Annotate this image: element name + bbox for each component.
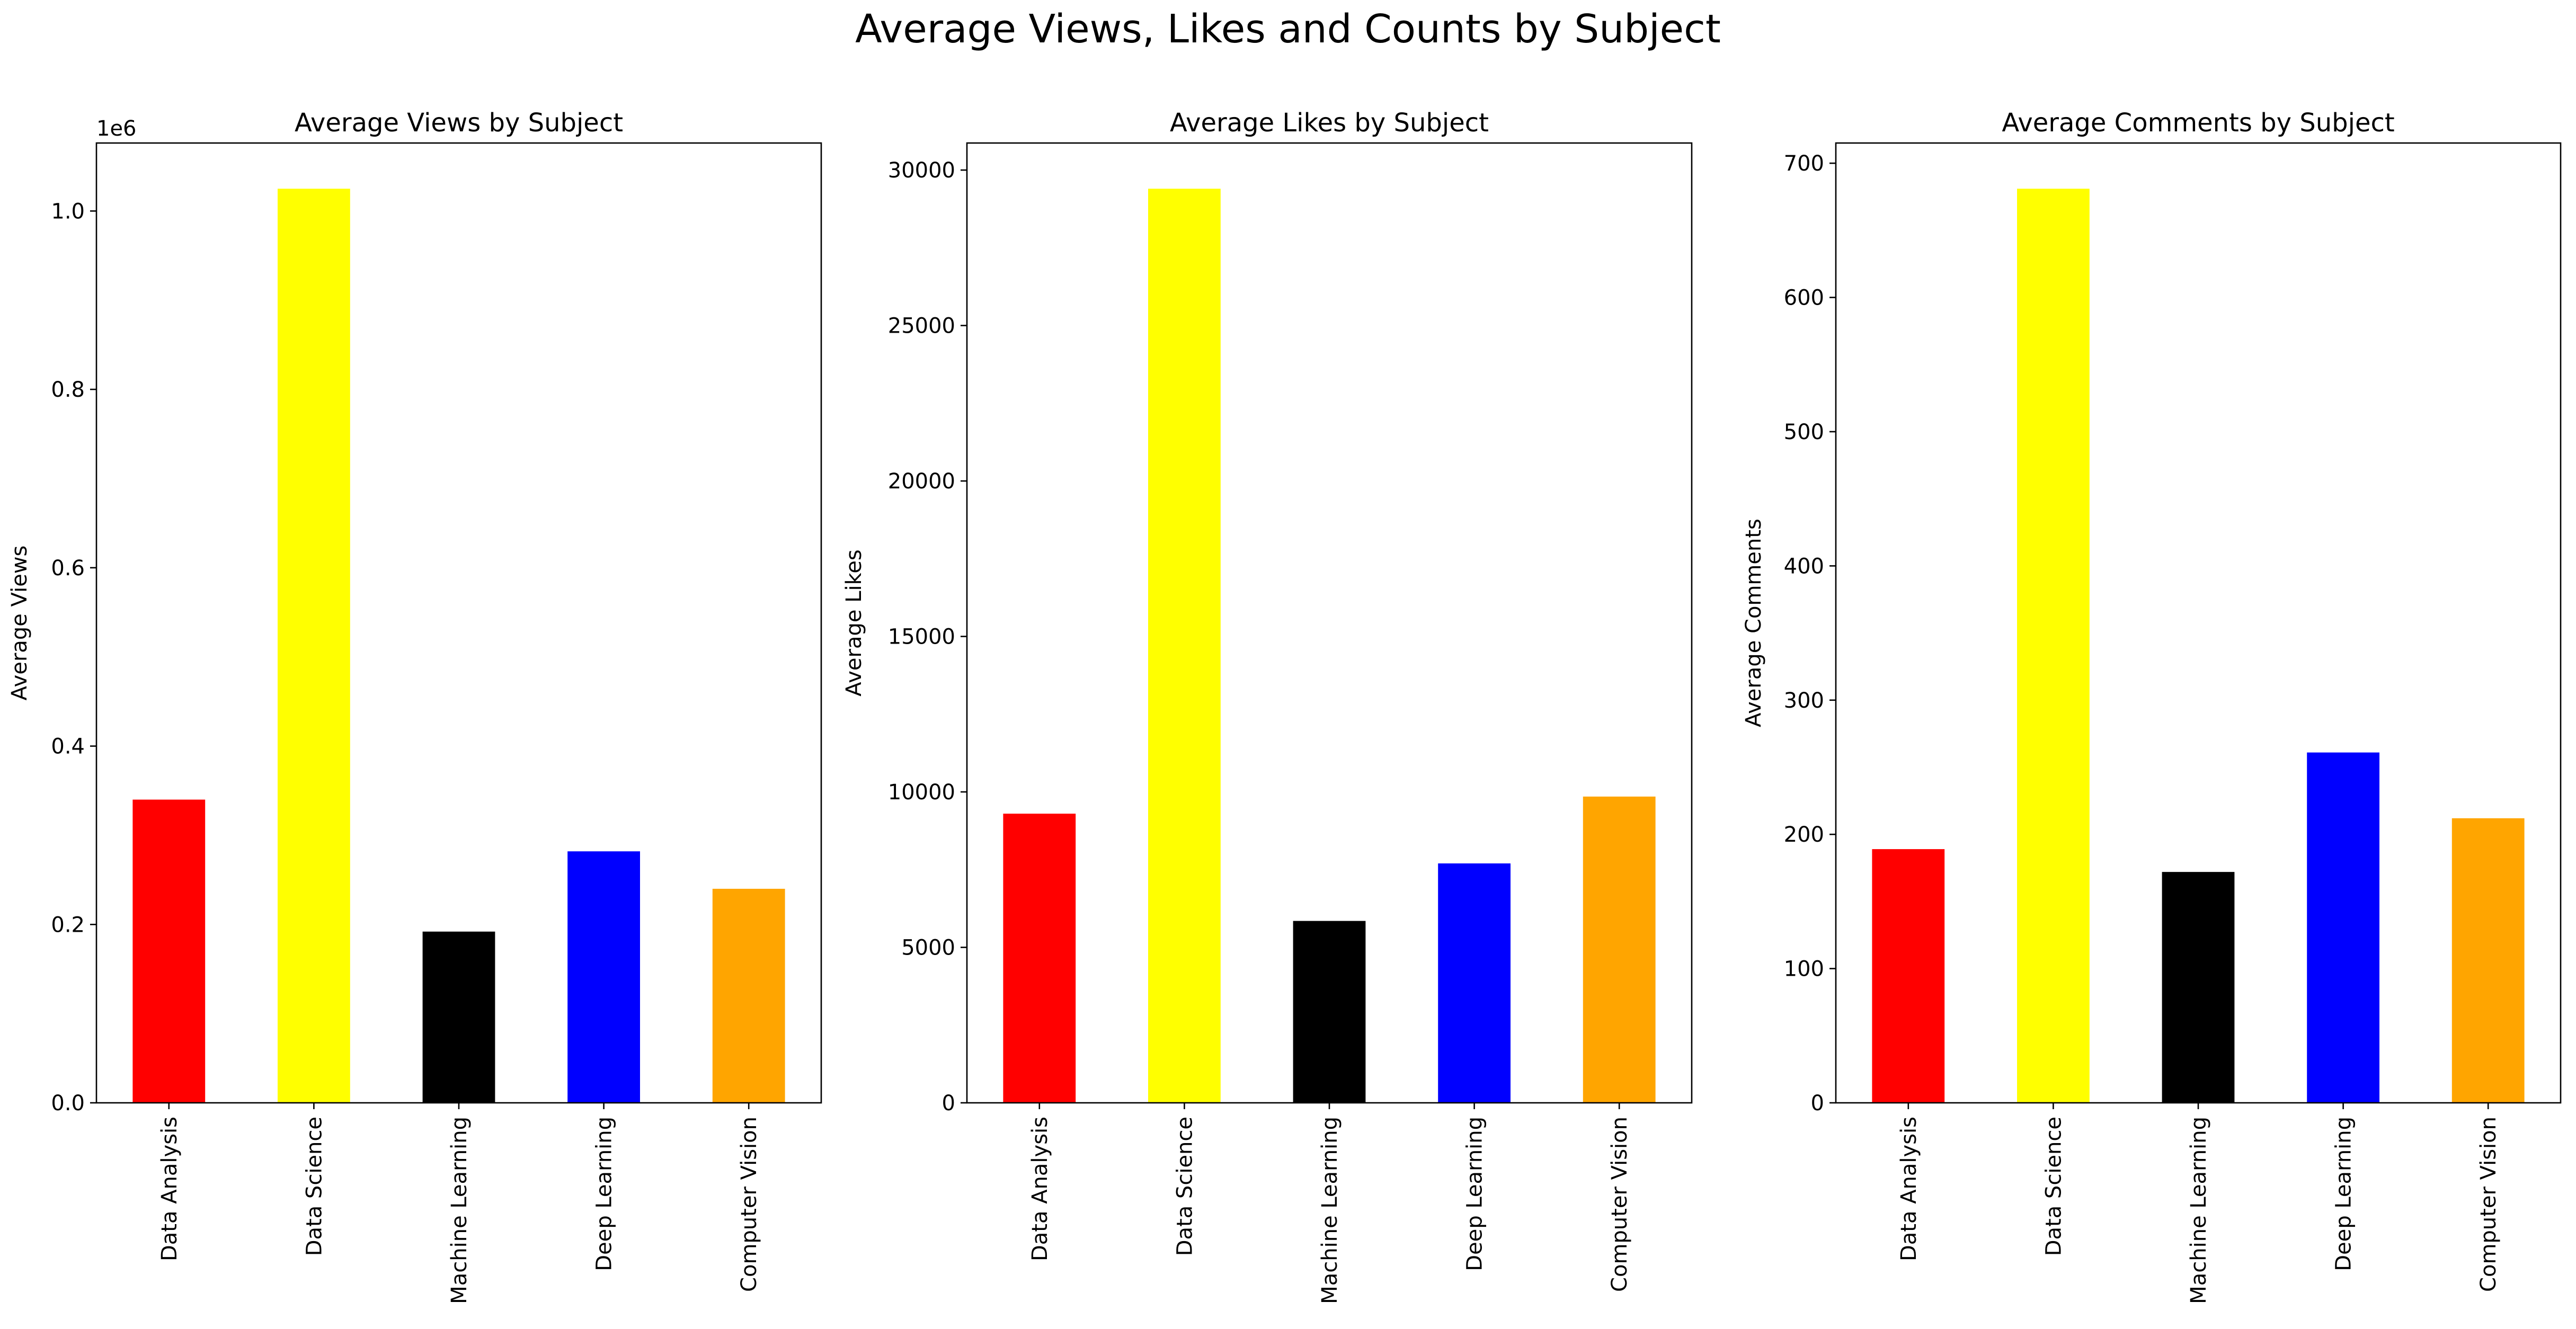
y-tick-label: 0 — [942, 1091, 955, 1116]
y-tick-label: 0.6 — [51, 556, 85, 581]
y-tick-label: 400 — [1784, 554, 1824, 578]
bar-machine-learning — [422, 931, 495, 1103]
y-tick-label: 300 — [1784, 689, 1824, 713]
x-tick-label-deep-learning: Deep Learning — [2332, 1117, 2356, 1271]
bar-deep-learning — [2307, 752, 2379, 1103]
bar-data-science — [2017, 189, 2090, 1103]
y-tick-label: 0 — [1811, 1091, 1824, 1116]
x-tick-label-data-analysis: Data Analysis — [1897, 1117, 1921, 1261]
subplot-title: Average Views by Subject — [295, 108, 623, 138]
y-tick-label: 15000 — [888, 625, 955, 649]
bar-deep-learning — [567, 851, 640, 1103]
bar-machine-learning — [1293, 921, 1366, 1103]
x-tick-label-data-analysis: Data Analysis — [157, 1117, 182, 1261]
y-tick-label: 0.8 — [51, 378, 85, 402]
x-tick-label-machine-learning: Machine Learning — [447, 1117, 472, 1304]
y-tick-label: 200 — [1784, 823, 1824, 847]
bar-data-analysis — [1003, 814, 1076, 1103]
y-tick-label: 1.0 — [51, 199, 85, 224]
x-tick-label-deep-learning: Deep Learning — [1463, 1117, 1487, 1271]
y-tick-label: 700 — [1784, 151, 1824, 176]
subplot-comments: 0 100 200 300 400 500 600 700 Data Analysis Data … — [1742, 108, 2562, 1304]
x-tick-label-data-science: Data Science — [1172, 1117, 1197, 1256]
y-axis-label: Average Views — [7, 546, 32, 701]
x-tick-label-data-science: Data Science — [2041, 1117, 2066, 1256]
subplot-title: Average Comments by Subject — [2002, 108, 2394, 138]
y-tick-label: 10000 — [888, 780, 955, 805]
y-tick-label: 600 — [1784, 286, 1824, 310]
y-tick-label: 0.0 — [51, 1091, 85, 1116]
y-tick-label: 0.4 — [51, 735, 85, 759]
bar-computer-vision — [712, 888, 785, 1103]
bar-data-science — [278, 189, 350, 1103]
y-tick-label: 20000 — [888, 469, 955, 494]
bar-computer-vision — [2451, 818, 2525, 1103]
x-tick-label-computer-vision: Computer Vision — [737, 1117, 761, 1292]
x-tick-label-data-analysis: Data Analysis — [1028, 1117, 1052, 1261]
bar-data-analysis — [1872, 849, 1945, 1103]
x-tick-label-computer-vision: Computer Vision — [1607, 1117, 1632, 1292]
figure-title: Average Views, Likes and Counts by Subje… — [855, 6, 1721, 52]
bar-machine-learning — [2162, 872, 2235, 1103]
subplot-likes: 0 5000 10000 15000 20000 25000 30000 Data Analy… — [842, 108, 1693, 1304]
y-tick-label: 100 — [1784, 957, 1824, 982]
subplot-views: 0.0 0.2 0.4 0.6 0.8 1.0 Data Analysis Data Scie… — [7, 108, 822, 1304]
y-tick-label: 5000 — [901, 936, 955, 960]
x-tick-label-machine-learning: Machine Learning — [2187, 1117, 2211, 1304]
bar-deep-learning — [1438, 863, 1511, 1103]
subplot-title: Average Likes by Subject — [1170, 108, 1489, 138]
y-axis-label: Average Comments — [1742, 519, 1766, 727]
x-tick-label-machine-learning: Machine Learning — [1318, 1117, 1342, 1304]
y-tick-label: 25000 — [888, 314, 955, 338]
bar-data-science — [1148, 189, 1221, 1103]
x-tick-label-computer-vision: Computer Vision — [2476, 1117, 2501, 1292]
x-tick-label-deep-learning: Deep Learning — [592, 1117, 617, 1271]
x-tick-label-data-science: Data Science — [302, 1117, 326, 1256]
y-tick-label: 500 — [1784, 420, 1824, 444]
bar-data-analysis — [132, 799, 206, 1103]
y-axis-label: Average Likes — [842, 549, 866, 697]
y-tick-label: 30000 — [888, 158, 955, 183]
y-axis-offset-label: 1e6 — [96, 117, 137, 141]
bar-computer-vision — [1583, 796, 1656, 1103]
y-tick-label: 0.2 — [51, 913, 85, 937]
subplots: 0.0 0.2 0.4 0.6 0.8 1.0 Data Analysis Data Scie… — [7, 108, 2562, 1304]
